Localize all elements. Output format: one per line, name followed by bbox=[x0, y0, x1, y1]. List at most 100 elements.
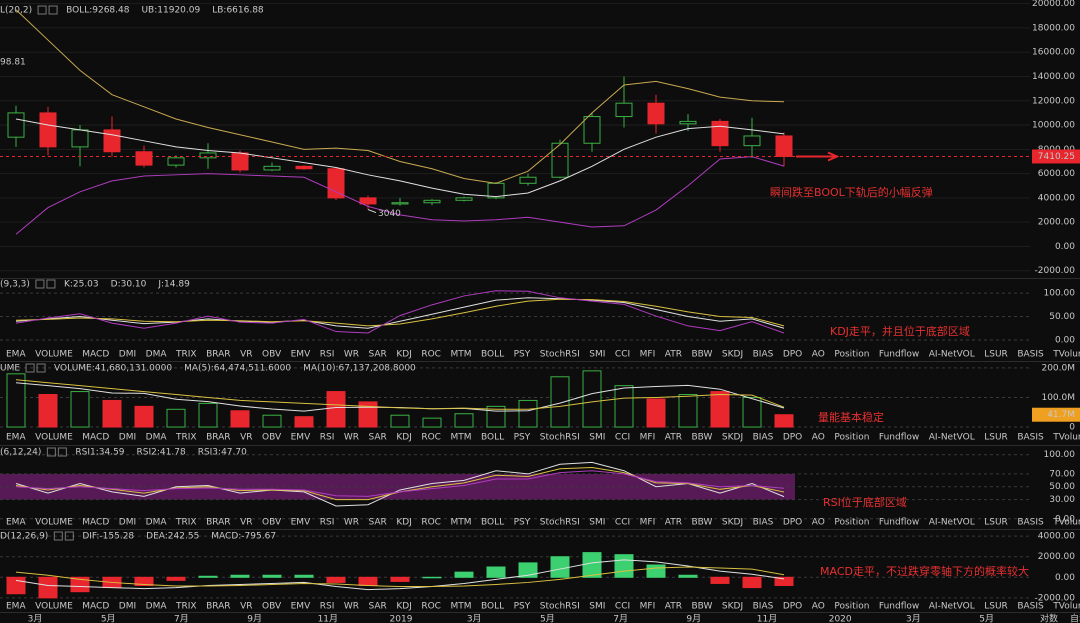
indicator-tab[interactable]: DPO bbox=[783, 350, 802, 360]
indicator-tab[interactable]: BIAS bbox=[753, 433, 774, 443]
header-icon[interactable] bbox=[48, 5, 58, 15]
indicator-tab[interactable]: BBW bbox=[691, 350, 712, 360]
header-icon[interactable] bbox=[35, 279, 45, 289]
indicator-tab[interactable]: Fundflow bbox=[879, 350, 919, 360]
indicator-tab[interactable]: MTM bbox=[450, 433, 471, 443]
header-icon[interactable] bbox=[53, 531, 63, 541]
indicator-tab[interactable]: VR bbox=[240, 433, 252, 443]
indicator-tab[interactable]: MTM bbox=[450, 518, 471, 528]
indicator-tab[interactable]: ROC bbox=[421, 433, 441, 443]
indicator-tab[interactable]: RSI bbox=[320, 518, 335, 528]
indicator-tab[interactable]: SKDJ bbox=[722, 518, 743, 528]
indicator-tab[interactable]: AO bbox=[812, 518, 825, 528]
indicator-tab[interactable]: BOLL bbox=[481, 433, 504, 443]
indicator-tab[interactable]: WR bbox=[344, 602, 359, 612]
indicator-tab[interactable]: AI-NetVOL bbox=[929, 433, 975, 443]
indicator-tab[interactable]: AO bbox=[812, 350, 825, 360]
indicator-tab[interactable]: TRIX bbox=[175, 433, 197, 443]
indicator-tab[interactable]: SKDJ bbox=[722, 602, 743, 612]
indicator-tab[interactable]: MFI bbox=[640, 518, 656, 528]
indicator-tab[interactable]: ATR bbox=[665, 602, 682, 612]
indicator-tab[interactable]: BASIS bbox=[1017, 602, 1044, 612]
indicator-tab[interactable]: MTM bbox=[450, 602, 471, 612]
indicator-tab[interactable]: BRAR bbox=[206, 602, 230, 612]
indicator-tab[interactable]: Position bbox=[834, 602, 869, 612]
indicator-tab[interactable]: WR bbox=[344, 433, 359, 443]
indicator-tab[interactable]: ATR bbox=[665, 518, 682, 528]
indicator-tab[interactable]: DMA bbox=[146, 602, 168, 612]
indicator-tab[interactable]: BRAR bbox=[206, 350, 230, 360]
indicator-tab[interactable]: ATR bbox=[665, 433, 682, 443]
indicator-tab[interactable]: TRIX bbox=[175, 350, 197, 360]
indicator-tab[interactable]: PSY bbox=[514, 602, 531, 612]
indicator-tab[interactable]: DPO bbox=[783, 602, 802, 612]
indicator-tab[interactable]: BRAR bbox=[206, 433, 230, 443]
indicator-tab[interactable]: AO bbox=[812, 433, 825, 443]
indicator-tab[interactable]: MACD bbox=[82, 602, 109, 612]
indicator-tab[interactable]: OBV bbox=[262, 350, 282, 360]
indicator-tab[interactable]: BBW bbox=[691, 602, 712, 612]
indicator-tab[interactable]: BOLL bbox=[481, 602, 504, 612]
indicator-tab[interactable]: LSUR bbox=[984, 518, 1008, 528]
indicator-tab[interactable]: CCI bbox=[615, 602, 630, 612]
header-icon[interactable] bbox=[46, 279, 56, 289]
indicator-tab[interactable]: SMI bbox=[589, 350, 605, 360]
axis-button[interactable]: 自动 bbox=[1070, 613, 1080, 623]
indicator-tab[interactable]: EMA bbox=[6, 433, 26, 443]
indicator-tab[interactable]: TRIX bbox=[175, 518, 197, 528]
indicator-tab[interactable]: DMA bbox=[146, 350, 168, 360]
indicator-tab[interactable]: LSUR bbox=[984, 602, 1008, 612]
indicator-tab[interactable]: MFI bbox=[640, 433, 656, 443]
indicator-tab[interactable]: TVolume bbox=[1052, 518, 1080, 528]
indicator-tab[interactable]: StochRSI bbox=[540, 350, 580, 360]
indicator-tab[interactable]: EMV bbox=[291, 518, 311, 528]
indicator-tab[interactable]: TVolume bbox=[1052, 350, 1080, 360]
header-icon[interactable] bbox=[36, 363, 46, 373]
indicator-tab[interactable]: PSY bbox=[514, 518, 531, 528]
indicator-tab[interactable]: Position bbox=[834, 518, 869, 528]
indicator-tab[interactable]: DMA bbox=[146, 433, 168, 443]
header-icon[interactable] bbox=[37, 5, 47, 15]
indicator-tab[interactable]: BASIS bbox=[1017, 350, 1044, 360]
indicator-tab[interactable]: MFI bbox=[640, 350, 656, 360]
indicator-tab[interactable]: DMA bbox=[146, 518, 168, 528]
indicator-tab[interactable]: KDJ bbox=[396, 518, 412, 528]
indicator-tab[interactable]: EMA bbox=[6, 602, 26, 612]
indicator-tab[interactable]: SAR bbox=[369, 602, 387, 612]
indicator-tab[interactable]: SMI bbox=[589, 602, 605, 612]
indicator-tab[interactable]: EMA bbox=[6, 350, 26, 360]
indicator-tab[interactable]: StochRSI bbox=[540, 518, 580, 528]
indicator-tab[interactable]: OBV bbox=[262, 433, 282, 443]
indicator-tab[interactable]: EMV bbox=[291, 602, 311, 612]
header-icon[interactable] bbox=[46, 447, 56, 457]
indicator-tab[interactable]: CCI bbox=[615, 518, 630, 528]
indicator-tab[interactable]: RSI bbox=[320, 602, 335, 612]
indicator-tab[interactable]: MACD bbox=[82, 433, 109, 443]
indicator-tab[interactable]: BOLL bbox=[481, 350, 504, 360]
indicator-tab[interactable]: SAR bbox=[369, 518, 387, 528]
indicator-tab[interactable]: MTM bbox=[450, 350, 471, 360]
indicator-tab[interactable]: VOLUME bbox=[35, 350, 73, 360]
indicator-tab[interactable]: DMI bbox=[119, 433, 136, 443]
indicator-tab[interactable]: ROC bbox=[421, 602, 441, 612]
indicator-tab[interactable]: EMV bbox=[291, 350, 311, 360]
indicator-tab[interactable]: CCI bbox=[615, 433, 630, 443]
indicator-tab[interactable]: Fundflow bbox=[879, 602, 919, 612]
indicator-tab[interactable]: ATR bbox=[665, 350, 682, 360]
indicator-tab[interactable]: BIAS bbox=[753, 602, 774, 612]
indicator-tab[interactable]: DMI bbox=[119, 518, 136, 528]
indicator-tab[interactable]: BRAR bbox=[206, 518, 230, 528]
header-icon[interactable] bbox=[57, 447, 67, 457]
indicator-tab[interactable]: SKDJ bbox=[722, 433, 743, 443]
indicator-tab[interactable]: DPO bbox=[783, 433, 802, 443]
indicator-tab[interactable]: SAR bbox=[369, 350, 387, 360]
indicator-tab[interactable]: BIAS bbox=[753, 518, 774, 528]
indicator-tab[interactable]: OBV bbox=[262, 518, 282, 528]
indicator-tab[interactable]: RSI bbox=[320, 350, 335, 360]
indicator-tab[interactable]: Position bbox=[834, 433, 869, 443]
indicator-tab[interactable]: KDJ bbox=[396, 350, 412, 360]
indicator-tab[interactable]: PSY bbox=[514, 350, 531, 360]
indicator-tab[interactable]: TVolume bbox=[1052, 433, 1080, 443]
indicator-tab[interactable]: BIAS bbox=[753, 350, 774, 360]
indicator-tab[interactable]: AO bbox=[812, 602, 825, 612]
